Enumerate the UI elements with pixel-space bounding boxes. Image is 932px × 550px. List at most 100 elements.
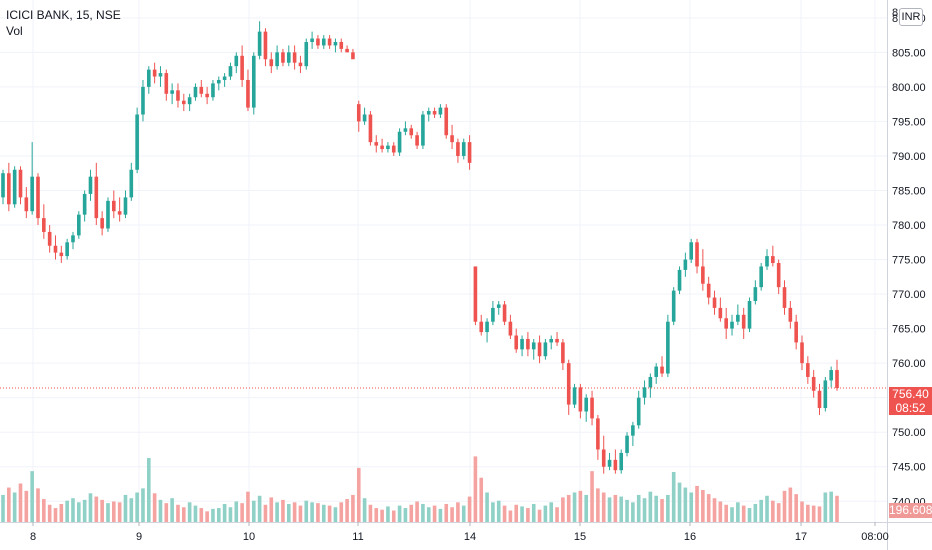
candle-body bbox=[380, 145, 384, 150]
candle-body bbox=[520, 338, 524, 350]
y-tick-label: 770.00 bbox=[892, 289, 926, 301]
volume-bar bbox=[660, 499, 664, 522]
volume-bar bbox=[753, 503, 758, 522]
volume-bar bbox=[765, 495, 769, 522]
y-tick-label: 745.00 bbox=[892, 462, 926, 474]
x-tick-label: 9 bbox=[136, 531, 142, 543]
volume-bar bbox=[345, 499, 349, 522]
volume-bar bbox=[485, 492, 489, 522]
volume-bar bbox=[502, 505, 507, 522]
volume-bar bbox=[619, 496, 624, 522]
volume-bar bbox=[368, 504, 373, 522]
candle-body bbox=[42, 218, 46, 232]
volume-bar bbox=[1, 494, 5, 522]
candle-body bbox=[467, 142, 472, 163]
candle-body bbox=[123, 197, 128, 215]
volume-bar bbox=[71, 498, 75, 522]
candle-body bbox=[24, 197, 29, 212]
volume-bar bbox=[829, 491, 833, 522]
volume-bar bbox=[286, 503, 291, 522]
volume-bar bbox=[642, 498, 647, 522]
volume-bar bbox=[112, 501, 116, 522]
volume-bar bbox=[88, 493, 93, 522]
candle-body bbox=[59, 252, 64, 257]
volume-bar bbox=[631, 502, 635, 522]
volume-bar bbox=[835, 495, 839, 522]
volume-bar bbox=[508, 510, 513, 522]
candle-body bbox=[88, 176, 93, 194]
volume-bar bbox=[426, 507, 431, 522]
volume-bar bbox=[741, 505, 746, 522]
volume-bar bbox=[438, 508, 443, 522]
y-tick-label: 760.00 bbox=[892, 358, 926, 370]
candle-body bbox=[619, 452, 624, 471]
y-tick-label: 750.00 bbox=[892, 427, 926, 439]
volume-bar bbox=[572, 492, 577, 522]
volume-bar bbox=[199, 508, 204, 522]
symbol-info: ICICI BANK, 15, NSE bbox=[6, 8, 121, 22]
candle-body bbox=[829, 370, 833, 381]
volume-bar bbox=[677, 482, 682, 522]
volume-bar bbox=[771, 500, 775, 522]
volume-bar bbox=[275, 502, 279, 522]
candle-body bbox=[543, 342, 548, 357]
candle-body bbox=[100, 218, 104, 229]
candle-body bbox=[141, 86, 145, 115]
volume-bar bbox=[689, 492, 694, 522]
candle-body bbox=[817, 390, 822, 409]
volume-bar bbox=[596, 488, 600, 522]
candle-body bbox=[642, 387, 647, 398]
candle-body bbox=[502, 304, 507, 322]
volume-bar bbox=[549, 502, 554, 522]
x-tick-label: 8 bbox=[30, 531, 36, 543]
volume-bar bbox=[776, 503, 781, 522]
candle-body bbox=[508, 321, 513, 336]
volume-bar bbox=[176, 504, 180, 522]
volume-bar bbox=[648, 491, 653, 522]
candle-body bbox=[234, 55, 239, 67]
candle-body bbox=[671, 290, 676, 322]
volume-bar bbox=[391, 510, 396, 522]
volume-bar bbox=[187, 502, 192, 522]
volume-bar bbox=[712, 498, 717, 522]
candle-body bbox=[741, 314, 746, 329]
bar-countdown: 08:52 bbox=[895, 401, 926, 415]
candle-body bbox=[216, 79, 221, 84]
candle-body bbox=[835, 370, 839, 389]
candle-body bbox=[251, 55, 256, 108]
candle-body bbox=[176, 90, 180, 101]
volume-bar bbox=[543, 505, 548, 522]
volume-bar bbox=[356, 467, 361, 522]
candle-body bbox=[572, 387, 577, 405]
volume-bar bbox=[135, 492, 139, 522]
volume-bar bbox=[794, 494, 798, 522]
volume-bar bbox=[555, 507, 559, 522]
candle-body bbox=[566, 363, 571, 405]
volume-bar bbox=[724, 504, 728, 522]
volume-bar bbox=[397, 505, 402, 522]
candle-body bbox=[77, 214, 81, 236]
volume-bar bbox=[823, 492, 828, 522]
currency-badge[interactable]: INR bbox=[899, 8, 923, 26]
volume-bar bbox=[263, 504, 268, 522]
candle-body bbox=[514, 335, 519, 350]
candle-body bbox=[170, 90, 174, 94]
candle-body bbox=[164, 73, 169, 94]
volume-bar bbox=[246, 491, 250, 522]
candle-body bbox=[730, 321, 734, 329]
candle-body bbox=[316, 38, 320, 46]
candle-body bbox=[771, 256, 775, 263]
candle-body bbox=[152, 69, 157, 77]
volume-bar bbox=[42, 499, 46, 522]
candle-body bbox=[666, 321, 670, 374]
volume-bar bbox=[467, 496, 472, 522]
volume-bar bbox=[537, 509, 542, 522]
candle-body bbox=[310, 38, 314, 42]
candle-body bbox=[444, 107, 449, 136]
volume-bar bbox=[531, 503, 536, 522]
volume-bar bbox=[380, 509, 384, 522]
candle-body bbox=[321, 38, 326, 46]
volume-bar bbox=[636, 494, 641, 522]
candle-body bbox=[753, 287, 758, 301]
candle-body bbox=[491, 307, 495, 322]
